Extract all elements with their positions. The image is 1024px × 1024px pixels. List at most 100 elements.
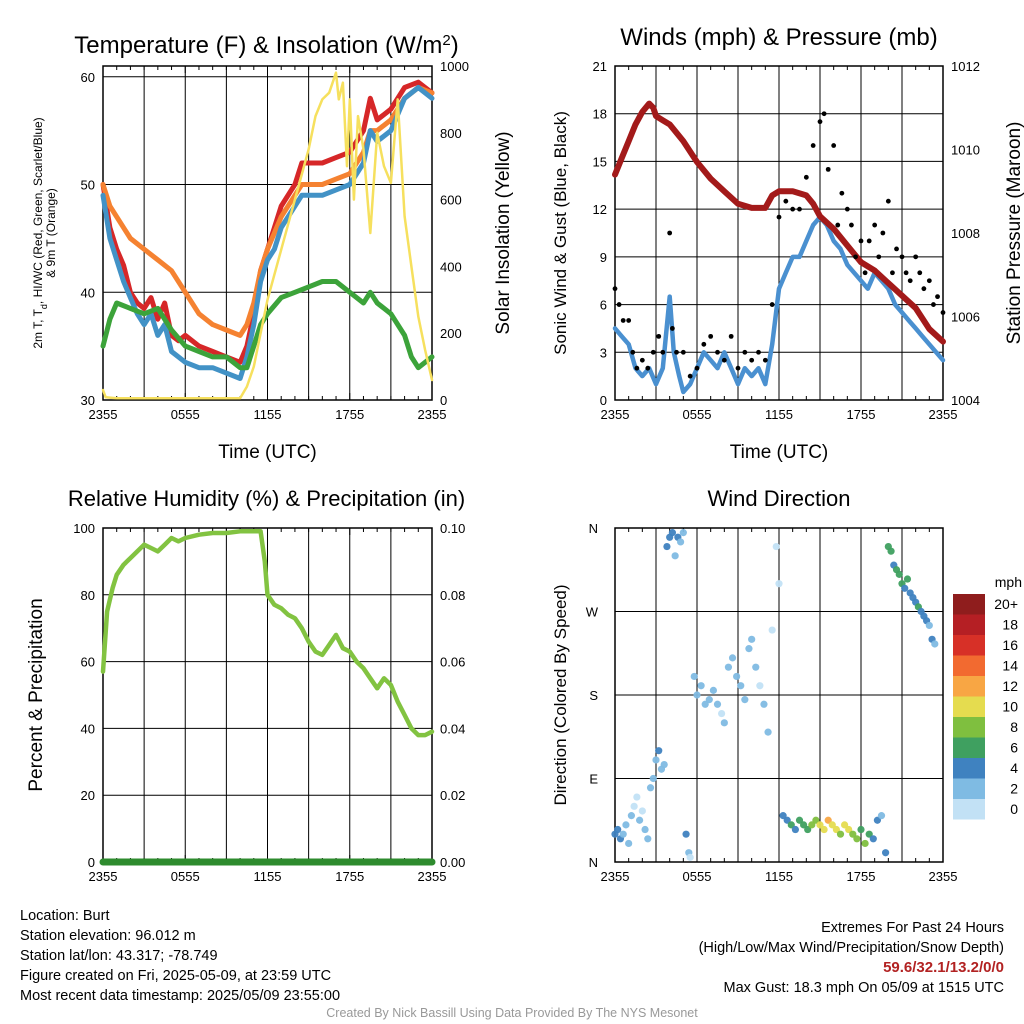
- direction-point: [800, 821, 808, 829]
- legend-swatch: [953, 594, 985, 615]
- direction-point: [895, 570, 903, 578]
- x-tick-label: 0555: [683, 869, 712, 884]
- direction-point: [812, 816, 820, 824]
- direction-point: [925, 621, 933, 630]
- gust-point: [839, 190, 845, 196]
- gust-point: [844, 206, 850, 212]
- gust-point: [872, 222, 878, 228]
- gust-point: [639, 357, 645, 363]
- panel-title-wind-direction: Wind Direction: [707, 486, 850, 511]
- direction-point: [816, 821, 824, 829]
- y-tick-label-left: 6: [600, 298, 607, 313]
- panel-title-winds: Winds (mph) & Pressure (mb): [620, 24, 937, 51]
- direction-point: [663, 542, 671, 551]
- legend-swatch: [953, 758, 985, 779]
- gust-point: [835, 222, 841, 228]
- x-tick-label: 2355: [89, 869, 118, 884]
- x-tick-label: 2355: [418, 869, 447, 884]
- y-tick-label-right: 1000: [440, 59, 469, 74]
- x-tick-label: 0555: [683, 407, 712, 422]
- legend-label: 6: [1010, 740, 1018, 756]
- y-tick-label-right: 200: [440, 326, 462, 341]
- y-tick-label-direction: E: [589, 772, 598, 787]
- y-axis-label-right: Station Pressure (Maroon): [1004, 122, 1024, 345]
- direction-point: [690, 672, 698, 681]
- y-tick-label-right: 1004: [951, 393, 980, 408]
- y-tick-label-direction: W: [586, 605, 599, 620]
- direction-point: [641, 825, 649, 834]
- direction-point: [614, 825, 622, 834]
- direction-point: [638, 807, 646, 815]
- gust-point: [825, 166, 831, 172]
- gust-point: [749, 357, 755, 363]
- direction-point: [649, 774, 657, 783]
- direction-point: [679, 529, 687, 537]
- legend-label: 10: [1002, 699, 1018, 715]
- direction-point: [625, 839, 633, 848]
- gust-point: [687, 373, 693, 379]
- gust-point: [862, 270, 868, 276]
- legend-label: 8: [1010, 719, 1018, 735]
- x-tick-label: 2355: [929, 869, 958, 884]
- gust-point: [797, 206, 802, 212]
- legend-swatch: [953, 778, 985, 799]
- y-tick-label-direction: N: [589, 521, 598, 536]
- direction-point: [741, 696, 749, 704]
- legend-swatch: [953, 614, 985, 635]
- direction-point: [737, 682, 745, 690]
- x-axis-label: Time (UTC): [730, 442, 829, 463]
- y-tick-label-right: 1012: [951, 59, 980, 74]
- gust-point: [650, 349, 656, 355]
- gust-point: [921, 286, 927, 292]
- gust-point: [742, 349, 748, 355]
- x-axis-label: Time (UTC): [218, 442, 317, 463]
- gust-point: [776, 214, 782, 220]
- legend-label: 18: [1002, 617, 1018, 633]
- gust-point: [790, 206, 796, 212]
- gust-point: [917, 270, 923, 276]
- direction-point: [636, 816, 644, 824]
- y-tick-label-left: 60: [81, 70, 95, 85]
- x-tick-label: 1155: [765, 869, 793, 884]
- direction-point: [668, 529, 677, 537]
- y-tick-label-right: 800: [440, 126, 462, 141]
- legend-label: 0: [1010, 801, 1018, 817]
- legend-label: 20+: [994, 596, 1018, 612]
- y-axis-label-left: 2m T, Td, HI/WC (Red, Green, Scarlet/Blu…: [31, 117, 49, 348]
- x-tick-label: 2355: [601, 869, 630, 884]
- direction-point: [901, 584, 909, 592]
- y-tick-label-left: 20: [81, 788, 95, 803]
- gust-point: [728, 333, 734, 339]
- gust-point: [890, 270, 895, 276]
- temperature-series-line: [101, 71, 434, 400]
- y-tick-label-right: 1006: [951, 310, 980, 325]
- y-tick-label-right: 0.00: [440, 855, 465, 870]
- direction-point: [622, 821, 630, 829]
- x-tick-label: 1155: [254, 869, 282, 884]
- direction-point: [709, 686, 718, 694]
- direction-point: [877, 812, 886, 820]
- y-tick-label-right: 0.06: [440, 655, 465, 670]
- gust-point: [858, 238, 864, 244]
- direction-point: [644, 835, 652, 843]
- x-tick-label: 1155: [765, 407, 793, 422]
- y-tick-label-left: 18: [593, 107, 607, 122]
- direction-point: [820, 825, 828, 834]
- gust-point: [821, 111, 827, 117]
- direction-point: [772, 542, 780, 551]
- y-tick-label-left: 9: [600, 250, 607, 265]
- direction-point: [882, 849, 890, 857]
- direction-point: [849, 830, 857, 838]
- y-tick-label-left: 3: [600, 345, 607, 360]
- direction-point: [627, 812, 636, 820]
- gust-point: [769, 302, 775, 307]
- gust-point: [721, 357, 727, 363]
- station-info: Location: Burt Station elevation: 96.012…: [20, 906, 340, 1006]
- y-axis-label-left: Direction (Colored By Speed): [551, 584, 570, 805]
- legend-label: 2: [1010, 781, 1018, 797]
- x-tick-label: 1755: [335, 869, 364, 884]
- direction-point: [682, 830, 690, 838]
- y-tick-label-right: 0.04: [440, 721, 465, 736]
- legend-swatch: [953, 696, 985, 717]
- recent-data-timestamp: Most recent data timestamp: 2025/05/09 2…: [20, 988, 341, 1004]
